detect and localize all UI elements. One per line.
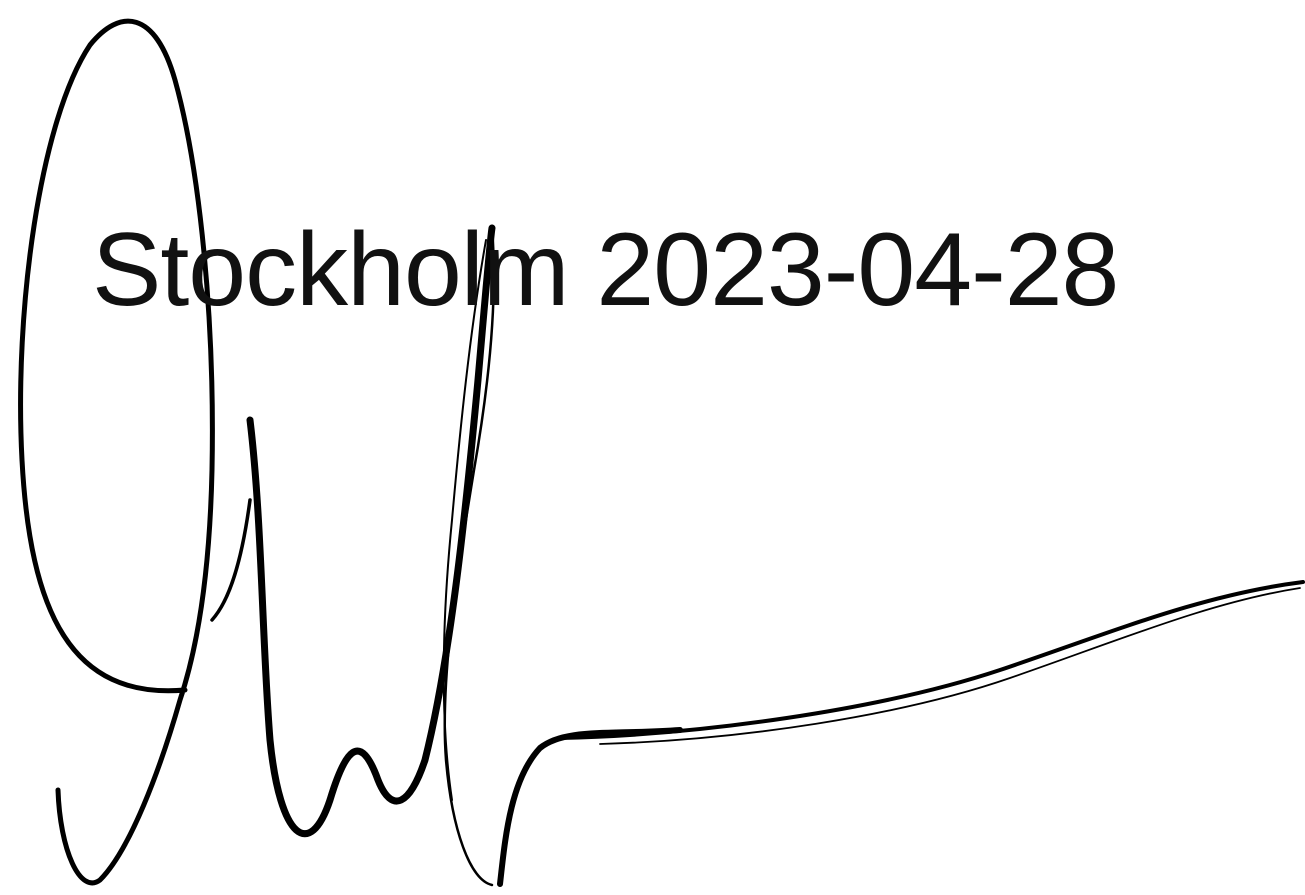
signature-hook-stroke [497,727,683,887]
place-date-text: Stockholm 2023-04-28 [92,212,1119,328]
signature-loop-stroke [18,18,215,886]
signature-inner-stroke-2 [442,239,487,801]
signature-tail-stroke-2 [599,587,1301,745]
signature-hump-stroke [246,224,496,838]
signature-tail-stroke [558,580,1305,740]
signature-connector-stroke [210,498,252,622]
signature-inner-stroke [443,226,496,887]
